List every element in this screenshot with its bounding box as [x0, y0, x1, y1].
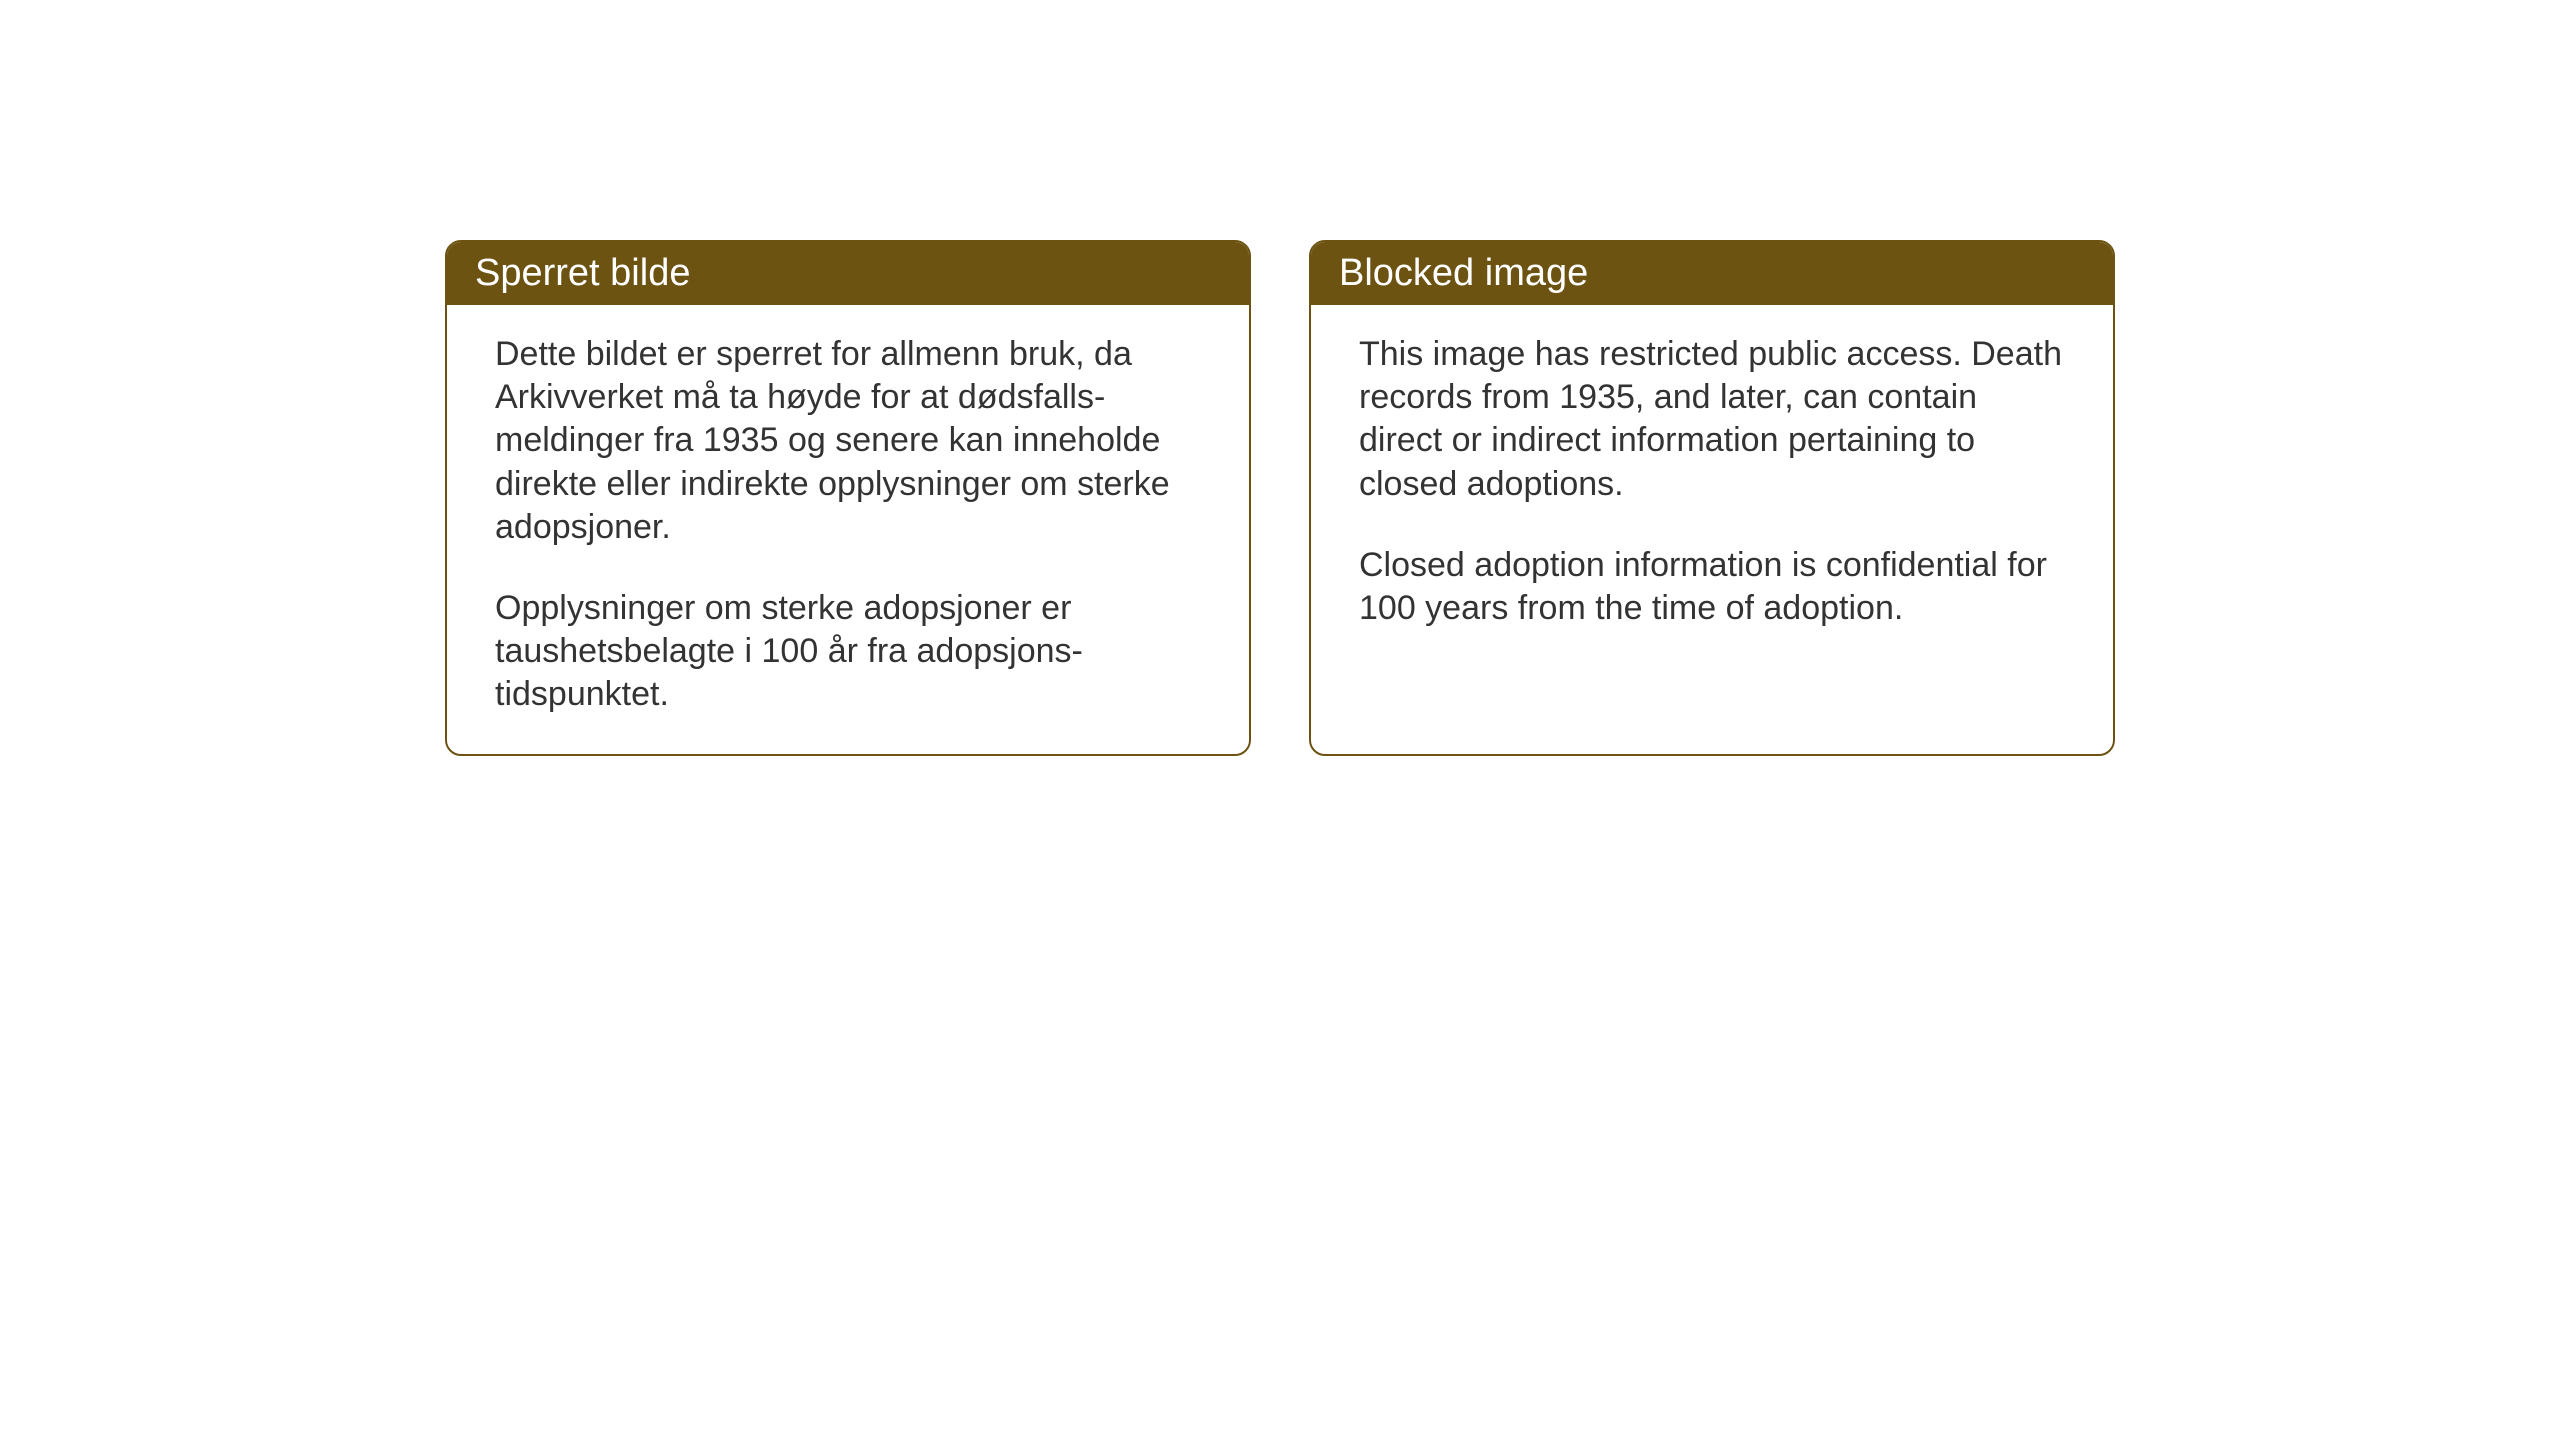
notice-paragraph: Dette bildet er sperret for allmenn bruk…	[495, 333, 1201, 549]
notice-paragraph: Closed adoption information is confident…	[1359, 544, 2065, 630]
notice-paragraph: Opplysninger om sterke adopsjoner er tau…	[495, 587, 1201, 717]
notice-paragraph: This image has restricted public access.…	[1359, 333, 2065, 506]
notice-header-norwegian: Sperret bilde	[447, 242, 1249, 305]
notice-card-english: Blocked image This image has restricted …	[1309, 240, 2115, 756]
notice-container: Sperret bilde Dette bildet er sperret fo…	[445, 240, 2115, 756]
notice-card-norwegian: Sperret bilde Dette bildet er sperret fo…	[445, 240, 1251, 756]
notice-body-norwegian: Dette bildet er sperret for allmenn bruk…	[447, 305, 1249, 754]
notice-body-english: This image has restricted public access.…	[1311, 305, 2113, 668]
notice-header-english: Blocked image	[1311, 242, 2113, 305]
